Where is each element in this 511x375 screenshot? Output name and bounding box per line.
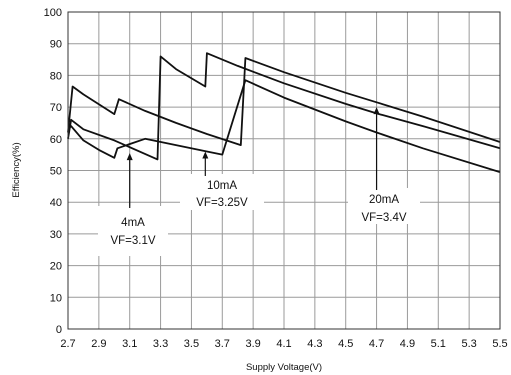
x-tick-label: 4.9 — [400, 338, 415, 350]
x-tick-label: 3.7 — [215, 338, 230, 350]
annotation-2: 10mA VF=3.25V — [180, 151, 264, 210]
series-line-2 — [67, 52, 501, 161]
x-axis-title: Supply Voltage(V) — [246, 362, 322, 373]
arrow-head — [202, 151, 209, 159]
y-tick-labels: 0 10 20 30 40 50 60 70 80 90 100 — [44, 7, 62, 336]
y-tick-label: 30 — [50, 229, 62, 241]
series-group — [67, 52, 501, 173]
y-tick-label: 70 — [50, 102, 62, 114]
x-tick-label: 4.5 — [338, 338, 353, 350]
annotation-text: VF=3.4V — [361, 212, 406, 224]
x-tick-label: 5.5 — [492, 338, 507, 350]
y-tick-label: 40 — [50, 197, 62, 209]
arrow-head — [373, 107, 380, 115]
x-tick-label: 5.3 — [461, 338, 476, 350]
x-tick-label: 3.5 — [184, 338, 199, 350]
annotation-3: 20mA VF=3.4V — [348, 107, 420, 224]
y-tick-label: 10 — [50, 292, 62, 304]
y-tick-label: 0 — [56, 324, 62, 336]
x-tick-label: 4.1 — [276, 338, 291, 350]
y-axis-title: Efficiency(%) — [11, 142, 22, 197]
x-tick-label: 5.1 — [431, 338, 446, 350]
y-tick-label: 60 — [50, 134, 62, 146]
arrow-head — [126, 153, 133, 161]
y-tick-label: 50 — [50, 166, 62, 178]
annotation-text: 4mA — [121, 217, 145, 229]
x-tick-label: 2.7 — [60, 338, 75, 350]
series-line-3 — [67, 79, 501, 173]
annotation-text: VF=3.1V — [110, 235, 155, 247]
annotation-background — [348, 188, 420, 224]
x-tick-label: 3.9 — [245, 338, 260, 350]
annotation-background — [98, 206, 168, 256]
annotation-text: 20mA — [369, 194, 399, 206]
series-line-1 — [67, 57, 501, 147]
annotation-text: VF=3.25V — [196, 197, 248, 209]
plot-frame — [67, 11, 501, 330]
annotation-text: 10mA — [207, 180, 237, 192]
x-tick-labels: 2.7 2.9 3.1 3.3 3.5 3.7 3.9 4.1 4.3 4.5 4.7 4.9 5.1 5… — [60, 338, 507, 350]
y-tick-label: 80 — [50, 70, 62, 82]
x-tick-label: 2.9 — [91, 338, 106, 350]
x-tick-label: 3.1 — [122, 338, 137, 350]
annotation-background — [180, 174, 264, 210]
x-tick-label: 3.3 — [153, 338, 168, 350]
y-tick-label: 90 — [50, 39, 62, 51]
annotations-group: 4mA VF=3.1V 10mA VF=3.25V 20mA VF=3.4V — [98, 107, 420, 256]
y-tick-label: 100 — [44, 7, 62, 19]
y-tick-label: 20 — [50, 261, 62, 273]
annotation-1: 4mA VF=3.1V — [98, 153, 168, 256]
x-tick-label: 4.7 — [369, 338, 384, 350]
x-tick-label: 4.3 — [307, 338, 322, 350]
